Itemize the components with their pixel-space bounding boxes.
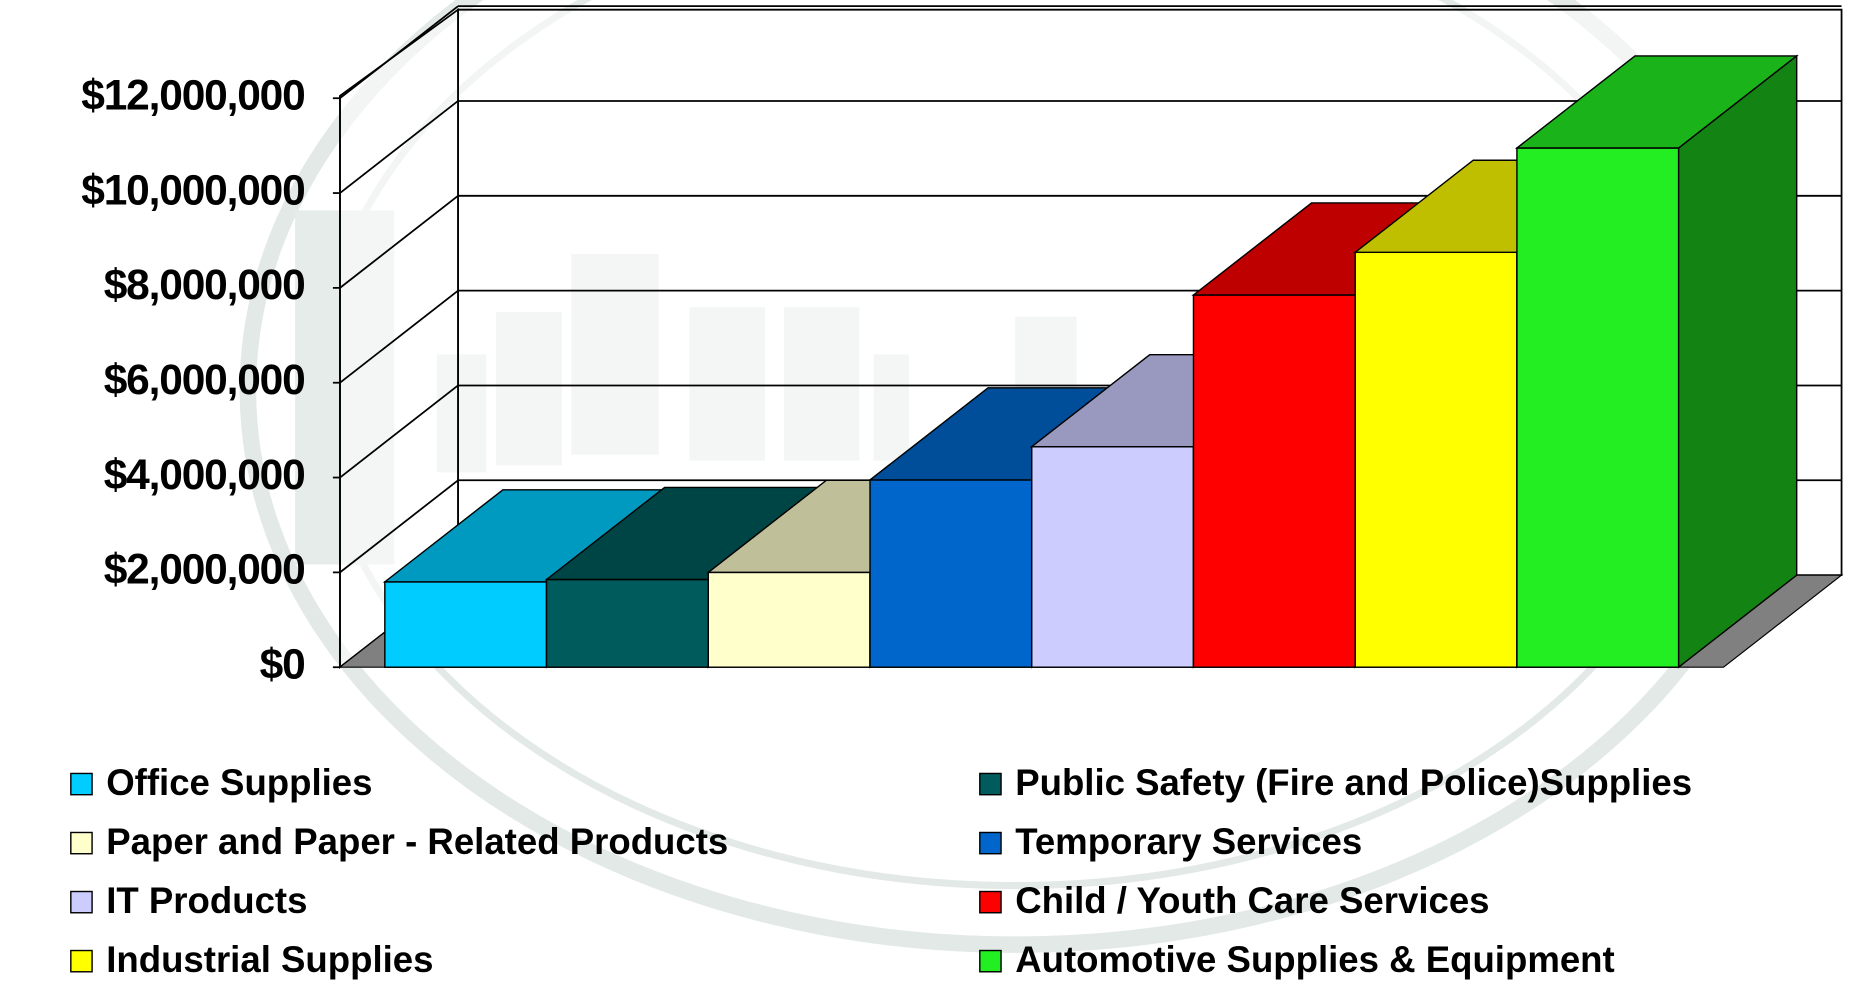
bar	[708, 572, 870, 667]
legend-swatch	[71, 832, 92, 853]
legend-swatch	[71, 951, 92, 972]
legend: Office Supplies Public Safety (Fire and P…	[71, 762, 1692, 980]
y-tick-label: $10,000,000	[81, 167, 304, 214]
y-tick-label: $0	[260, 641, 305, 688]
page: $0 $2,000,000 $4,000,000 $6,000,000 $8,000,0…	[0, 0, 1851, 985]
legend-label: Automotive Supplies & Equipment	[1015, 939, 1615, 980]
legend-swatch	[71, 892, 92, 913]
legend-label: Industrial Supplies	[106, 939, 433, 980]
legend-label: Temporary Services	[1015, 821, 1362, 862]
legend-swatch	[980, 892, 1001, 913]
legend-label: Office Supplies	[106, 762, 372, 803]
legend-label: Paper and Paper - Related Products	[106, 821, 728, 862]
bar	[1032, 447, 1194, 667]
plot-area: $0 $2,000,000 $4,000,000 $6,000,000 $8,000,0…	[81, 6, 1841, 688]
legend-swatch	[980, 832, 1001, 853]
bar-side	[1679, 56, 1797, 667]
legend-label: Public Safety (Fire and Police)Supplies	[1015, 762, 1692, 803]
bar	[547, 579, 709, 667]
bar	[1355, 252, 1517, 667]
y-tick-label: $12,000,000	[81, 72, 304, 119]
chart: $0 $2,000,000 $4,000,000 $6,000,000 $8,000,0…	[0, 0, 1851, 985]
y-tick-label: $8,000,000	[104, 262, 305, 309]
bar	[1193, 295, 1355, 667]
legend-swatch	[71, 773, 92, 794]
legend-label: IT Products	[106, 880, 307, 921]
y-tick-label: $4,000,000	[104, 452, 305, 499]
y-tick-label: $6,000,000	[104, 357, 305, 404]
bar	[1517, 148, 1679, 667]
bar	[870, 480, 1032, 667]
y-tick-label: $2,000,000	[104, 547, 305, 594]
bar	[385, 582, 547, 667]
legend-label: Child / Youth Care Services	[1015, 880, 1489, 921]
legend-swatch	[980, 951, 1001, 972]
legend-swatch	[980, 773, 1001, 794]
